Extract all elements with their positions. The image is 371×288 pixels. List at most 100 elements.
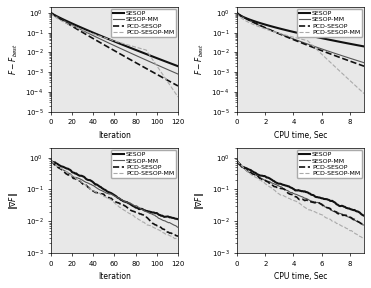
PCD-SESOP-MM — [314, 211, 319, 214]
PCD-SESOP — [247, 19, 252, 22]
SESOP — [49, 159, 53, 162]
SESOP-MM — [176, 226, 180, 229]
SESOP-MM — [321, 48, 325, 51]
X-axis label: CPU time, Sec: CPU time, Sec — [274, 272, 327, 281]
SESOP-MM — [134, 204, 139, 208]
Line: SESOP-MM: SESOP-MM — [51, 161, 178, 228]
SESOP — [62, 165, 66, 169]
SESOP — [78, 26, 83, 29]
PCD-SESOP-MM — [167, 234, 172, 237]
SESOP-MM — [289, 36, 293, 40]
PCD-SESOP-MM — [321, 213, 325, 217]
SESOP — [362, 214, 366, 217]
PCD-SESOP — [289, 193, 293, 196]
SESOP — [235, 159, 239, 162]
Legend: SESOP, SESOP-MM, PCD-SESOP, PCD-SESOP-MM: SESOP, SESOP-MM, PCD-SESOP, PCD-SESOP-MM — [111, 9, 176, 37]
PCD-SESOP — [167, 79, 172, 83]
PCD-SESOP — [247, 170, 252, 173]
PCD-SESOP-MM — [49, 159, 53, 162]
PCD-SESOP-MM — [362, 236, 366, 240]
PCD-SESOP-MM — [62, 20, 66, 24]
SESOP — [265, 176, 269, 179]
SESOP-MM — [103, 39, 107, 43]
PCD-SESOP-MM — [265, 183, 269, 186]
SESOP — [321, 37, 325, 40]
PCD-SESOP-MM — [128, 212, 132, 216]
SESOP-MM — [353, 58, 358, 62]
SESOP-MM — [49, 159, 53, 162]
SESOP — [78, 174, 83, 177]
Line: SESOP: SESOP — [51, 13, 178, 66]
PCD-SESOP — [62, 19, 66, 23]
Y-axis label: $F - F_{best}$: $F - F_{best}$ — [7, 43, 20, 75]
Y-axis label: $\|\nabla F\|$: $\|\nabla F\|$ — [7, 192, 20, 210]
PCD-SESOP — [103, 194, 107, 198]
SESOP — [314, 195, 319, 199]
PCD-SESOP-MM — [176, 95, 180, 99]
Line: PCD-SESOP: PCD-SESOP — [51, 13, 178, 86]
PCD-SESOP-MM — [103, 36, 107, 39]
SESOP-MM — [362, 61, 366, 65]
PCD-SESOP — [49, 159, 53, 162]
PCD-SESOP-MM — [134, 46, 139, 49]
PCD-SESOP-MM — [62, 168, 66, 172]
PCD-SESOP-MM — [353, 84, 358, 88]
PCD-SESOP — [353, 219, 358, 222]
SESOP — [134, 49, 139, 52]
PCD-SESOP — [362, 224, 366, 227]
PCD-SESOP — [78, 180, 83, 183]
SESOP-MM — [128, 201, 132, 205]
X-axis label: Iteration: Iteration — [98, 131, 131, 140]
PCD-SESOP-MM — [49, 11, 53, 15]
PCD-SESOP-MM — [235, 159, 239, 162]
SESOP-MM — [353, 219, 358, 222]
SESOP-MM — [167, 69, 172, 72]
SESOP-MM — [314, 201, 319, 204]
PCD-SESOP-MM — [353, 232, 358, 236]
SESOP-MM — [247, 19, 252, 22]
PCD-SESOP — [321, 204, 325, 207]
SESOP-MM — [103, 190, 107, 194]
SESOP — [103, 188, 107, 192]
SESOP — [176, 65, 180, 68]
Line: PCD-SESOP: PCD-SESOP — [237, 161, 364, 226]
SESOP — [265, 23, 269, 27]
PCD-SESOP — [128, 58, 132, 61]
Line: PCD-SESOP-MM: PCD-SESOP-MM — [51, 161, 178, 240]
SESOP-MM — [321, 203, 325, 206]
SESOP — [289, 30, 293, 33]
SESOP — [362, 45, 366, 48]
Line: SESOP-MM: SESOP-MM — [237, 161, 364, 225]
PCD-SESOP-MM — [362, 92, 366, 95]
Line: PCD-SESOP: PCD-SESOP — [51, 161, 178, 236]
SESOP-MM — [247, 171, 252, 174]
SESOP — [247, 168, 252, 172]
Y-axis label: $\|\nabla F\|$: $\|\nabla F\|$ — [193, 192, 206, 210]
PCD-SESOP — [134, 211, 139, 214]
SESOP-MM — [134, 54, 139, 58]
PCD-SESOP — [265, 180, 269, 183]
PCD-SESOP-MM — [314, 48, 319, 51]
PCD-SESOP-MM — [247, 172, 252, 175]
Legend: SESOP, SESOP-MM, PCD-SESOP, PCD-SESOP-MM: SESOP, SESOP-MM, PCD-SESOP, PCD-SESOP-MM — [111, 150, 176, 178]
PCD-SESOP-MM — [128, 44, 132, 47]
PCD-SESOP-MM — [247, 21, 252, 24]
PCD-SESOP-MM — [321, 54, 325, 57]
SESOP-MM — [78, 177, 83, 181]
SESOP-MM — [235, 11, 239, 15]
Line: SESOP-MM: SESOP-MM — [237, 13, 364, 63]
SESOP — [353, 43, 358, 47]
SESOP-MM — [265, 179, 269, 183]
SESOP-MM — [265, 27, 269, 30]
Line: PCD-SESOP-MM: PCD-SESOP-MM — [237, 13, 364, 94]
PCD-SESOP — [103, 43, 107, 47]
PCD-SESOP — [314, 201, 319, 204]
PCD-SESOP — [62, 170, 66, 173]
Line: SESOP: SESOP — [237, 13, 364, 46]
SESOP — [167, 61, 172, 65]
PCD-SESOP — [314, 47, 319, 50]
Y-axis label: $F - F_{best}$: $F - F_{best}$ — [193, 43, 206, 75]
PCD-SESOP — [362, 65, 366, 68]
X-axis label: Iteration: Iteration — [98, 272, 131, 281]
Line: SESOP: SESOP — [51, 161, 178, 219]
